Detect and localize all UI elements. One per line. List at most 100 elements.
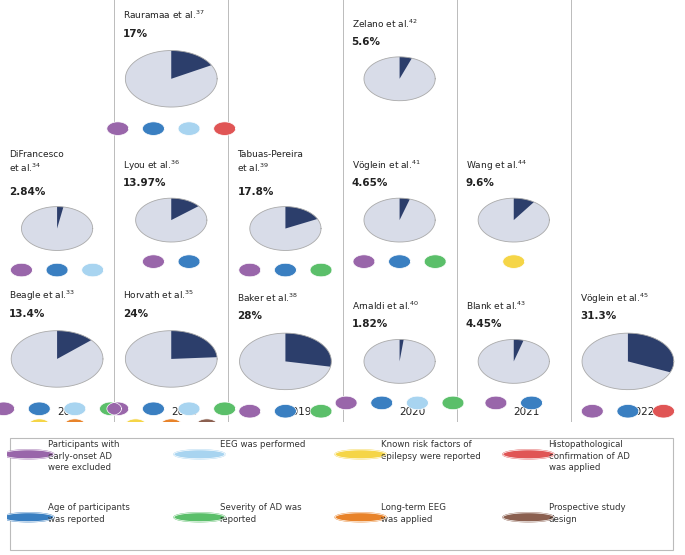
Text: 1.82%: 1.82% (351, 320, 388, 330)
Text: Baker et al.$^{38}$: Baker et al.$^{38}$ (238, 291, 299, 304)
Polygon shape (424, 255, 446, 269)
Polygon shape (178, 402, 200, 416)
Text: 5.6%: 5.6% (351, 37, 381, 47)
Polygon shape (353, 255, 375, 269)
Text: Beagle et al.$^{33}$: Beagle et al.$^{33}$ (9, 289, 75, 304)
Text: Tabuas-Pereira
et al.$^{39}$: Tabuas-Pereira et al.$^{39}$ (238, 150, 303, 174)
Text: Arnaldi et al.$^{40}$: Arnaldi et al.$^{40}$ (351, 300, 419, 312)
Polygon shape (174, 513, 225, 522)
Polygon shape (214, 122, 236, 135)
Text: 17.8%: 17.8% (238, 186, 274, 196)
Polygon shape (46, 263, 68, 277)
Text: Lyou et al.$^{36}$: Lyou et al.$^{36}$ (123, 158, 180, 173)
Text: Rauramaa et al.$^{37}$: Rauramaa et al.$^{37}$ (123, 9, 205, 21)
Polygon shape (478, 340, 549, 384)
Polygon shape (3, 513, 54, 522)
Text: 28%: 28% (238, 311, 262, 321)
Polygon shape (478, 198, 549, 242)
Polygon shape (125, 419, 147, 432)
Text: Wang et al.$^{44}$: Wang et al.$^{44}$ (466, 158, 527, 173)
Text: Age of participants
was reported: Age of participants was reported (49, 503, 130, 524)
Text: 24%: 24% (123, 309, 149, 319)
Polygon shape (310, 405, 332, 418)
Polygon shape (214, 402, 236, 416)
Polygon shape (335, 450, 386, 459)
Polygon shape (28, 419, 50, 432)
Polygon shape (136, 198, 207, 242)
Text: 2.84%: 2.84% (9, 186, 45, 196)
Polygon shape (57, 331, 91, 359)
Polygon shape (125, 331, 217, 387)
Text: Histopathological
confirmation of AD
was applied: Histopathological confirmation of AD was… (549, 440, 630, 472)
Polygon shape (653, 405, 675, 418)
Polygon shape (107, 122, 129, 135)
Polygon shape (178, 122, 200, 135)
Text: Vöglein et al.$^{45}$: Vöglein et al.$^{45}$ (580, 291, 649, 306)
Text: Known risk factors of
epilepsy were reported: Known risk factors of epilepsy were repo… (381, 440, 480, 461)
Text: 13.97%: 13.97% (123, 178, 167, 188)
Polygon shape (364, 198, 435, 242)
Text: EEG was performed: EEG was performed (220, 440, 305, 450)
Polygon shape (99, 402, 121, 416)
Text: 2022: 2022 (628, 407, 654, 417)
Polygon shape (388, 255, 410, 269)
Polygon shape (64, 402, 86, 416)
Polygon shape (178, 255, 200, 269)
Text: Participants with
early-onset AD
were excluded: Participants with early-onset AD were ex… (49, 440, 120, 472)
Text: Severity of AD was
reported: Severity of AD was reported (220, 503, 301, 524)
Text: 4.65%: 4.65% (351, 178, 388, 188)
Polygon shape (142, 402, 164, 416)
Text: DiFrancesco
et al.$^{34}$: DiFrancesco et al.$^{34}$ (9, 150, 64, 174)
Polygon shape (503, 513, 554, 522)
Polygon shape (11, 331, 103, 387)
Polygon shape (174, 450, 225, 459)
Polygon shape (406, 396, 428, 410)
Polygon shape (28, 402, 50, 416)
Polygon shape (142, 122, 164, 135)
Polygon shape (275, 405, 297, 418)
Text: 4.45%: 4.45% (466, 320, 502, 330)
Text: 2020: 2020 (399, 407, 426, 417)
Polygon shape (171, 331, 217, 359)
Polygon shape (503, 450, 554, 459)
Polygon shape (364, 340, 435, 384)
Text: Long-term EEG
was applied: Long-term EEG was applied (381, 503, 446, 524)
Text: Horvath et al.$^{35}$: Horvath et al.$^{35}$ (123, 289, 195, 301)
Polygon shape (142, 255, 164, 269)
Polygon shape (335, 396, 357, 410)
Polygon shape (125, 51, 217, 107)
Polygon shape (399, 340, 403, 361)
Polygon shape (3, 450, 54, 459)
Polygon shape (582, 333, 674, 390)
Polygon shape (399, 57, 412, 79)
Polygon shape (286, 206, 317, 229)
Polygon shape (514, 198, 534, 220)
Text: 2019: 2019 (286, 407, 312, 417)
Polygon shape (196, 419, 218, 432)
Text: 13.4%: 13.4% (9, 309, 45, 319)
Text: 2018: 2018 (171, 407, 198, 417)
Polygon shape (64, 419, 86, 432)
Polygon shape (371, 396, 393, 410)
Text: 17%: 17% (123, 28, 149, 38)
Polygon shape (21, 206, 92, 250)
Polygon shape (617, 405, 639, 418)
Polygon shape (399, 198, 410, 220)
Polygon shape (250, 206, 321, 250)
Polygon shape (0, 402, 14, 416)
Polygon shape (240, 333, 332, 390)
Polygon shape (239, 405, 261, 418)
Text: 31.3%: 31.3% (580, 311, 616, 321)
Text: 2017: 2017 (57, 407, 84, 417)
Polygon shape (335, 513, 386, 522)
Polygon shape (107, 402, 129, 416)
Text: 2021: 2021 (514, 407, 540, 417)
Polygon shape (171, 198, 199, 220)
Polygon shape (503, 255, 525, 269)
Text: 9.6%: 9.6% (466, 178, 495, 188)
Polygon shape (514, 340, 523, 361)
Polygon shape (171, 51, 212, 79)
Polygon shape (82, 263, 103, 277)
Text: Zelano et al.$^{42}$: Zelano et al.$^{42}$ (351, 17, 418, 29)
Polygon shape (364, 57, 435, 100)
